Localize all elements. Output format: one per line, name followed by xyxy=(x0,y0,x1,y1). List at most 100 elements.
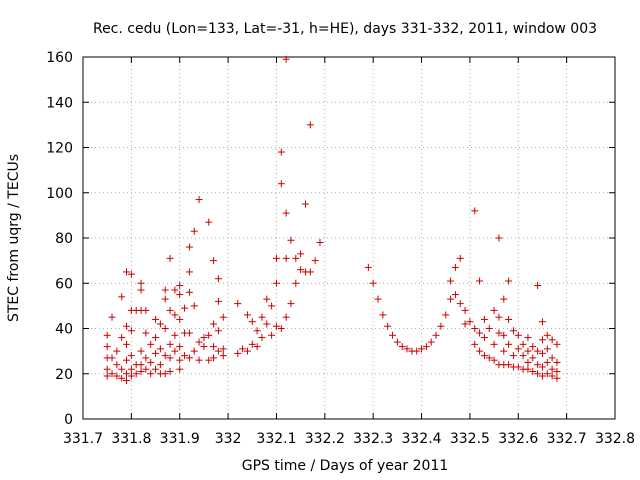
data-point xyxy=(418,345,426,353)
data-point xyxy=(451,263,459,271)
data-point xyxy=(500,295,508,303)
data-point xyxy=(500,347,508,355)
x-tick-label: 332.3 xyxy=(353,431,393,447)
data-point xyxy=(398,343,406,351)
data-point xyxy=(538,349,546,357)
x-tick-label: 332.8 xyxy=(595,431,635,447)
data-point xyxy=(514,331,522,339)
data-point xyxy=(447,295,455,303)
data-point xyxy=(243,347,251,355)
data-point xyxy=(176,291,184,299)
data-point xyxy=(137,279,145,287)
data-point xyxy=(268,331,276,339)
data-point xyxy=(505,361,513,369)
x-tick-label: 331.7 xyxy=(63,431,103,447)
data-point xyxy=(108,313,116,321)
data-point xyxy=(529,367,537,375)
data-point xyxy=(123,268,131,276)
data-point xyxy=(185,288,193,296)
data-point xyxy=(200,343,208,351)
data-point xyxy=(553,340,561,348)
data-point xyxy=(311,257,319,265)
data-point xyxy=(374,295,382,303)
data-point xyxy=(166,254,174,262)
y-axis-label: STEC from uqrg / TECUs xyxy=(6,154,22,322)
data-point xyxy=(282,209,290,217)
data-points xyxy=(103,55,561,385)
data-point xyxy=(456,300,464,308)
data-point xyxy=(292,254,300,262)
data-point xyxy=(161,286,169,294)
data-point xyxy=(268,302,276,310)
data-point xyxy=(471,325,479,332)
chart-title: Rec. cedu (Lon=133, Lat=-31, h=HE), days… xyxy=(93,21,597,37)
data-point xyxy=(205,218,213,226)
data-point xyxy=(258,334,266,342)
data-point xyxy=(456,254,464,262)
data-point xyxy=(282,313,290,321)
data-point xyxy=(490,356,498,364)
data-point xyxy=(166,306,174,314)
data-point xyxy=(190,302,198,310)
x-tick-label: 332.1 xyxy=(256,431,296,447)
data-point xyxy=(277,180,285,188)
data-point xyxy=(176,315,184,323)
x-tick-label: 332.5 xyxy=(450,431,490,447)
data-point xyxy=(514,345,522,353)
data-point xyxy=(123,340,131,348)
data-point xyxy=(543,345,551,353)
data-point xyxy=(152,349,160,357)
data-point xyxy=(171,286,179,294)
data-point xyxy=(190,347,198,355)
data-point xyxy=(277,148,285,156)
data-point xyxy=(171,347,179,355)
data-point xyxy=(495,313,503,321)
data-point xyxy=(490,306,498,314)
data-point xyxy=(127,327,135,335)
data-point xyxy=(292,279,300,287)
data-point xyxy=(127,365,135,373)
data-point xyxy=(476,329,484,337)
data-point xyxy=(548,336,556,344)
data-point xyxy=(427,338,435,346)
data-point xyxy=(529,354,537,362)
data-point xyxy=(534,370,542,378)
data-point xyxy=(210,320,218,328)
data-point xyxy=(538,363,546,371)
data-point xyxy=(476,277,484,285)
y-tick-label: 20 xyxy=(55,367,73,383)
x-tick-label: 332 xyxy=(215,431,242,447)
data-point xyxy=(505,340,513,348)
data-point xyxy=(301,200,309,208)
data-point xyxy=(480,315,488,323)
y-tick-label: 140 xyxy=(46,95,73,111)
x-tick-label: 332.4 xyxy=(401,431,441,447)
data-point xyxy=(243,311,251,319)
data-point xyxy=(548,372,556,380)
data-point xyxy=(543,358,551,366)
data-point xyxy=(214,297,222,305)
data-point xyxy=(161,352,169,360)
data-point xyxy=(495,329,503,337)
data-point xyxy=(553,358,561,366)
data-point xyxy=(210,343,218,351)
data-point xyxy=(185,268,193,276)
x-tick-labels: 331.7 331.8 331.9 332 332.1 332.2 332.3 332.4 33… xyxy=(63,431,635,447)
data-point xyxy=(519,352,527,360)
y-tick-labels: 0 20 40 60 80 100 120 140 160 xyxy=(46,50,73,428)
data-point xyxy=(123,377,131,385)
data-point xyxy=(185,243,193,251)
data-point xyxy=(118,334,126,342)
data-point xyxy=(253,343,261,351)
x-tick-label: 332.7 xyxy=(547,431,587,447)
data-point xyxy=(137,367,145,375)
y-tick-label: 80 xyxy=(55,231,73,247)
data-point xyxy=(239,345,247,353)
data-point xyxy=(282,55,290,63)
data-point xyxy=(166,367,174,375)
data-point xyxy=(263,295,271,303)
data-point xyxy=(137,286,145,294)
data-point xyxy=(214,275,222,283)
data-point xyxy=(514,363,522,371)
data-point xyxy=(137,347,145,355)
